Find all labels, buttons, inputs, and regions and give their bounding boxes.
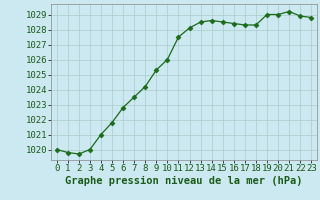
X-axis label: Graphe pression niveau de la mer (hPa): Graphe pression niveau de la mer (hPa) xyxy=(65,176,303,186)
